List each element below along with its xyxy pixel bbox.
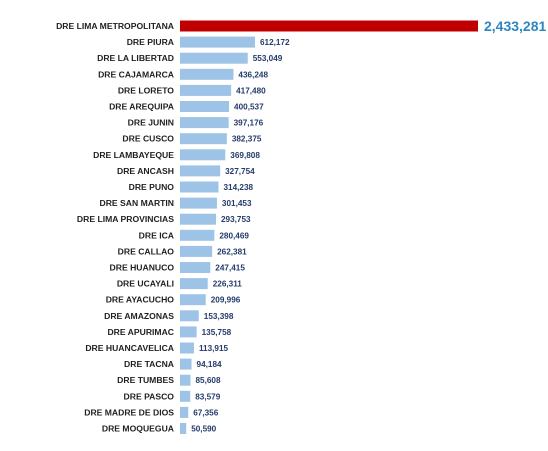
value-label: 400,537: [234, 103, 264, 112]
bar-7: [180, 133, 227, 145]
category-label: DRE TUMBES: [117, 375, 174, 385]
category-label: DRE UCAYALI: [117, 279, 174, 289]
value-label: 369,808: [230, 151, 260, 160]
bar-11: [180, 197, 217, 209]
bar-9: [180, 165, 221, 177]
category-label: DRE PASCO: [124, 391, 175, 401]
category-label: DRE CUSCO: [122, 134, 174, 144]
category-label: DRE LIMA METROPOLITANA: [56, 21, 174, 31]
value-labels: 2,433,281 612,172 553,049 436,248 417,480 400…: [191, 18, 546, 434]
category-label: DRE LAMBAYEQUE: [93, 150, 174, 160]
bar-1: [180, 36, 255, 48]
category-label: DRE JUNIN: [128, 118, 174, 128]
category-label: DRE AYACUCHO: [106, 295, 175, 305]
value-label: 153,398: [204, 312, 234, 321]
category-label: DRE SAN MARTIN: [100, 198, 174, 208]
value-label: 397,176: [234, 119, 264, 128]
value-label: 67,356: [193, 408, 218, 417]
category-label: DRE AMAZONAS: [104, 311, 174, 321]
value-label: 94,184: [197, 360, 222, 369]
value-label: 436,248: [238, 70, 268, 79]
bar-12: [180, 213, 216, 225]
bar-6: [180, 117, 229, 129]
bar-23: [180, 390, 191, 402]
value-label: 293,753: [221, 215, 251, 224]
bar-15: [180, 262, 211, 273]
category-label: DRE ANCASH: [117, 166, 174, 176]
bar-20: [180, 342, 194, 354]
category-label: DRE LORETO: [118, 85, 174, 95]
value-label: 553,049: [253, 54, 283, 63]
category-label: DRE TACNA: [124, 359, 174, 369]
bar-5: [180, 101, 230, 112]
value-label: 135,758: [202, 328, 232, 337]
category-label: DRE PIURA: [127, 37, 174, 47]
value-label: 280,469: [219, 231, 249, 240]
bar-0: [180, 20, 478, 32]
value-label: 50,590: [191, 425, 216, 434]
value-label: 612,172: [260, 38, 290, 47]
category-label: DRE MADRE DE DIOS: [84, 407, 174, 417]
category-label: DRE LIMA PROVINCIAS: [77, 214, 174, 224]
category-label: DRE APURIMAC: [107, 327, 174, 337]
category-label: DRE CAJAMARCA: [98, 69, 174, 79]
value-label: 327,754: [225, 167, 255, 176]
bar-19: [180, 326, 197, 338]
bar-8: [180, 149, 226, 161]
bar-13: [180, 229, 215, 241]
bar-21: [180, 358, 192, 370]
category-label: DRE AREQUIPA: [109, 102, 174, 112]
category-label: DRE LA LIBERTAD: [97, 53, 174, 63]
bar-14: [180, 245, 213, 257]
category-label: DRE CALLAO: [118, 246, 175, 256]
value-label: 417,480: [236, 86, 266, 95]
value-label: 2,433,281: [484, 18, 546, 34]
category-label: DRE HUANUCO: [110, 263, 175, 273]
category-label: DRE HUANCAVELICA: [85, 343, 174, 353]
value-label: 301,453: [222, 199, 252, 208]
value-label: 83,579: [195, 392, 220, 401]
value-label: 382,375: [232, 135, 262, 144]
value-label: 209,996: [211, 296, 241, 305]
category-label: DRE PUNO: [129, 182, 175, 192]
bars-layer: [180, 20, 478, 434]
value-label: 113,915: [199, 344, 229, 353]
value-label: 226,311: [213, 280, 243, 289]
bar-25: [180, 423, 187, 434]
value-label: 247,415: [215, 264, 245, 273]
bar-3: [180, 68, 234, 80]
category-label: DRE ICA: [139, 230, 174, 240]
category-label: DRE MOQUEGUA: [102, 424, 174, 434]
value-label: 262,381: [217, 247, 247, 256]
bar-22: [180, 374, 191, 386]
bar-10: [180, 181, 219, 193]
category-labels: DRE LIMA METROPOLITANA DRE PIURA DRE LA LI…: [56, 21, 174, 434]
value-label: 85,608: [195, 376, 220, 385]
bar-18: [180, 310, 199, 322]
value-label: 314,238: [223, 183, 253, 192]
bar-2: [180, 52, 248, 64]
bar-24: [180, 406, 189, 418]
bar-17: [180, 294, 206, 306]
bar-16: [180, 278, 208, 290]
bar-4: [180, 84, 232, 96]
